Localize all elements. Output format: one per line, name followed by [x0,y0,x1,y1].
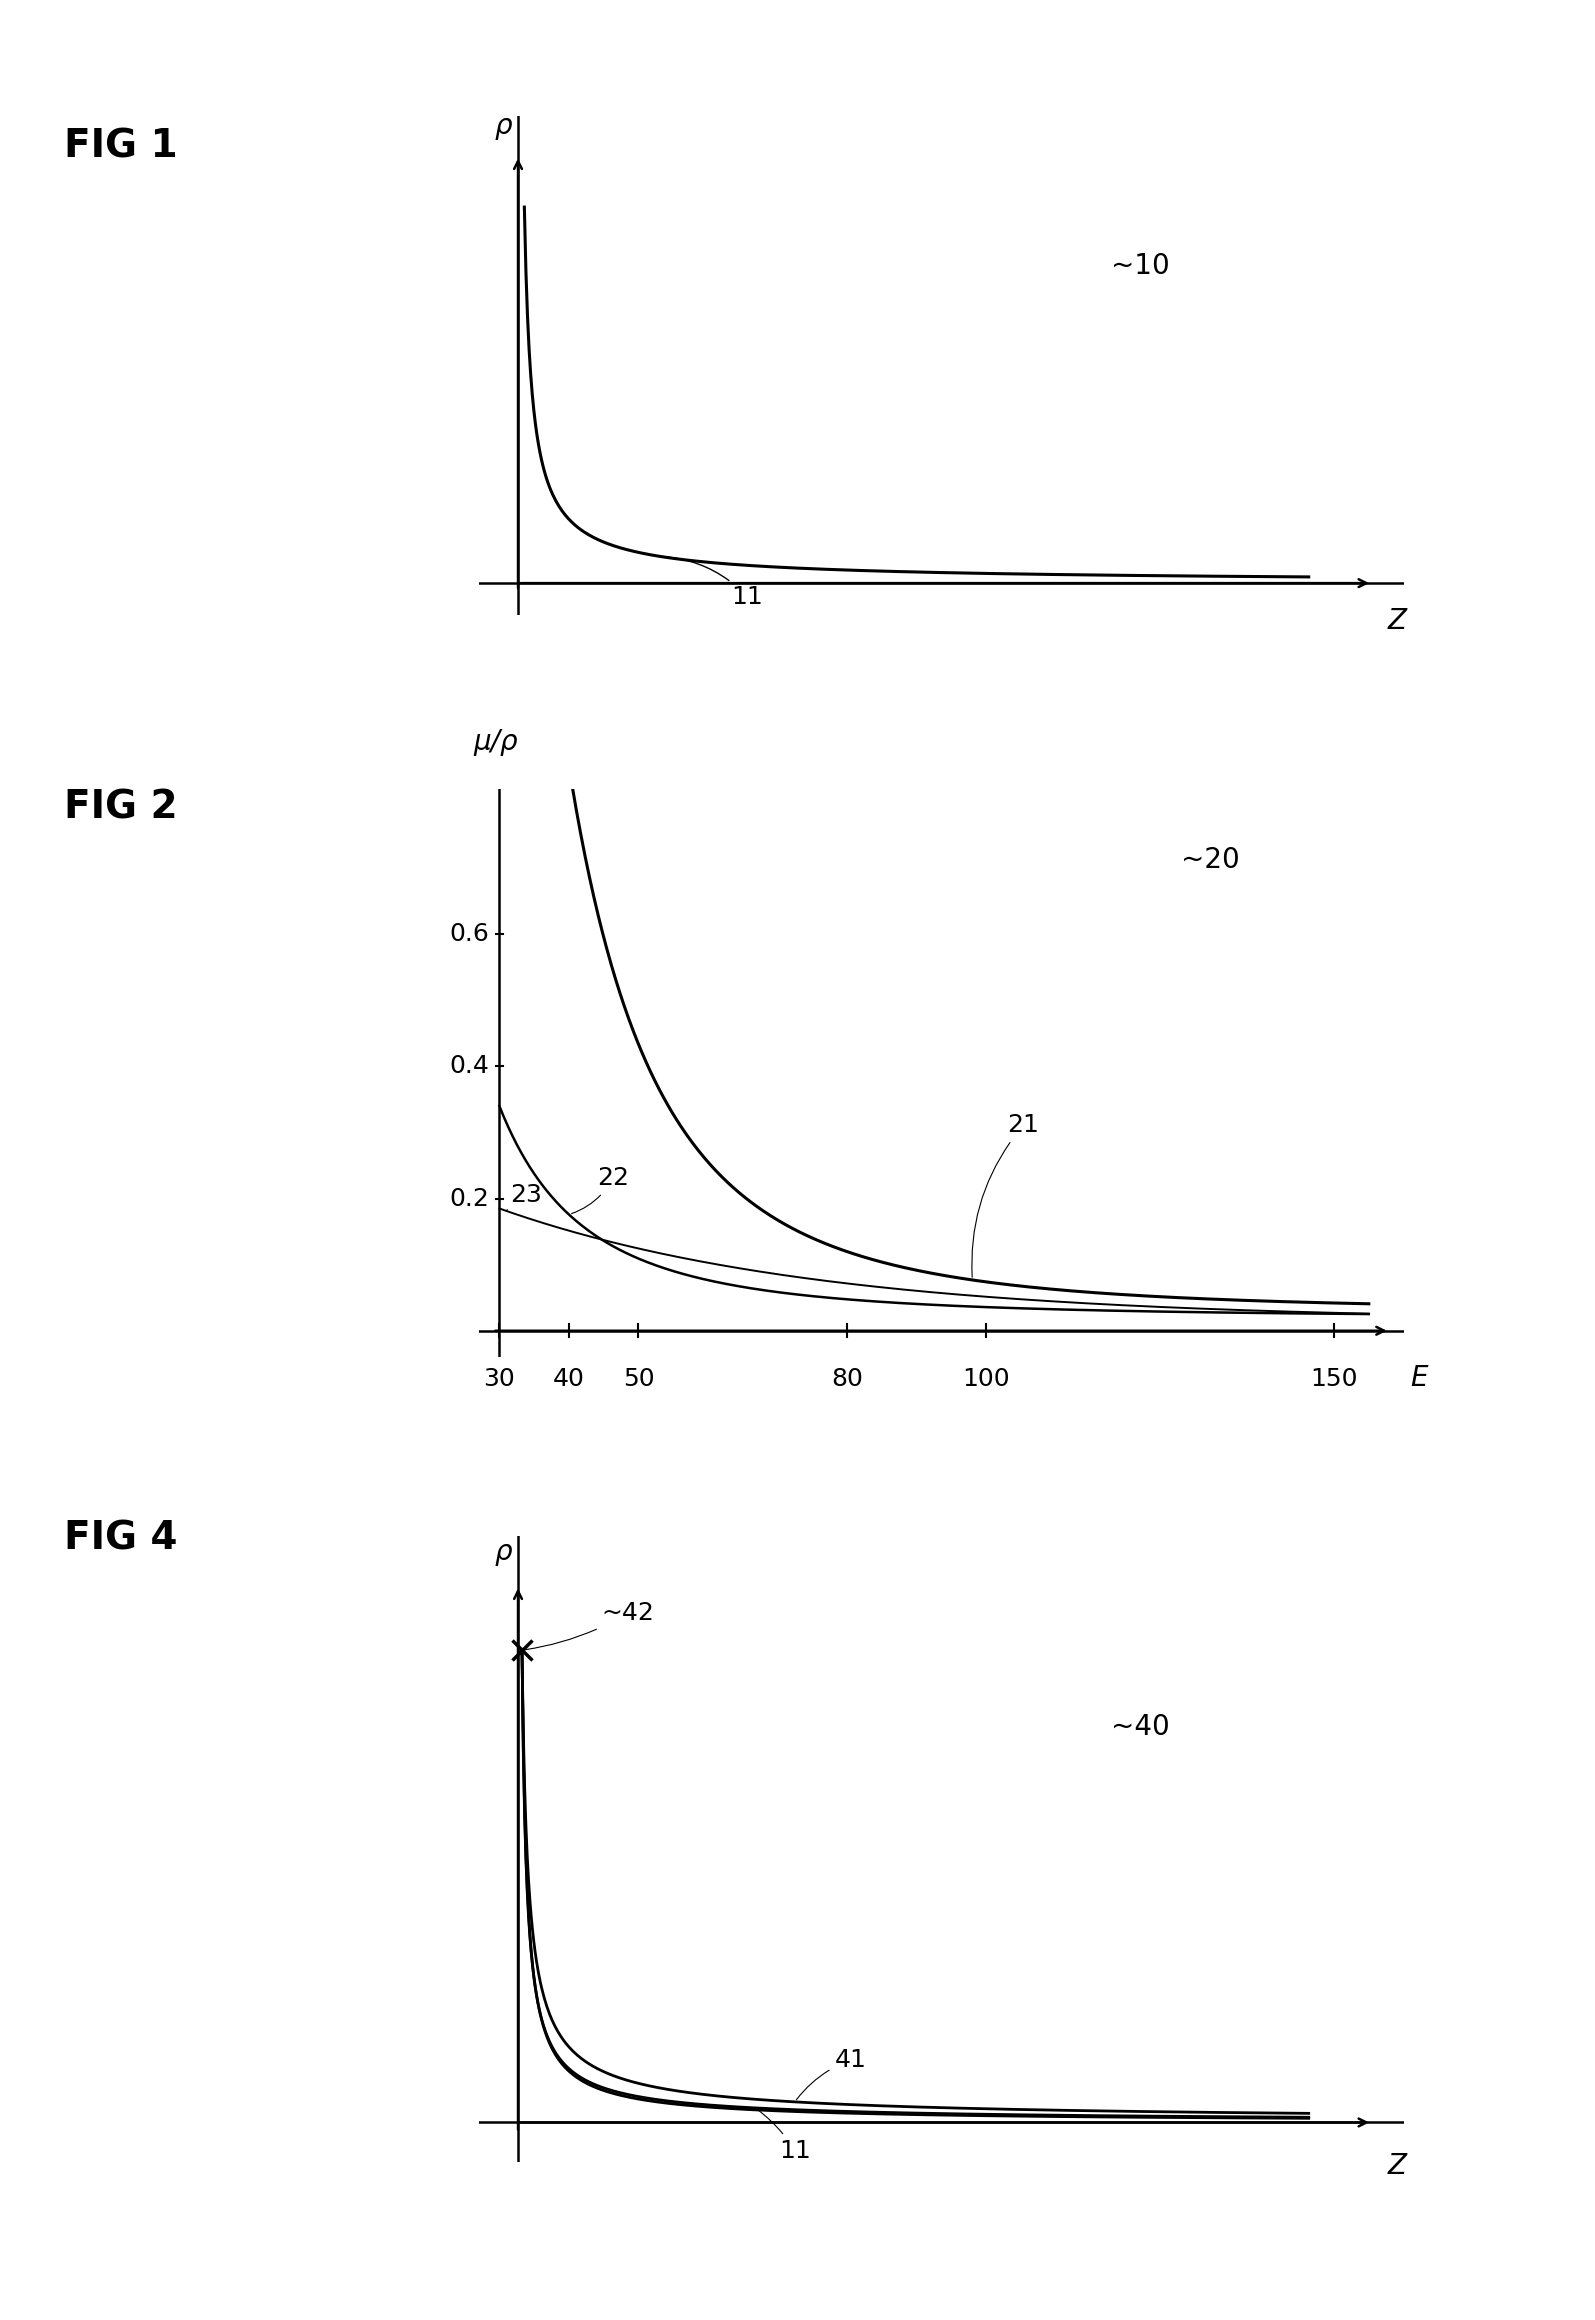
Text: 150: 150 [1311,1366,1357,1392]
Text: 11: 11 [758,2109,810,2162]
Text: 0.2: 0.2 [450,1186,490,1211]
Text: 40: 40 [553,1366,585,1392]
Text: E: E [1410,1364,1428,1392]
Text: 23: 23 [506,1183,542,1211]
Text: 30: 30 [483,1366,515,1392]
Text: FIG 4: FIG 4 [64,1520,177,1557]
Text: ~42: ~42 [525,1601,654,1650]
Text: 41: 41 [796,2049,866,2100]
Text: Z: Z [1388,608,1407,636]
Text: 21: 21 [971,1114,1038,1278]
Text: 50: 50 [622,1366,654,1392]
Text: ~20: ~20 [1180,847,1239,875]
Text: 0.4: 0.4 [450,1053,490,1079]
Text: μ/ρ: μ/ρ [474,728,518,756]
Text: 22: 22 [571,1167,628,1213]
Text: 80: 80 [831,1366,863,1392]
Text: 100: 100 [962,1366,1010,1392]
Text: ρ: ρ [494,111,512,139]
Text: 0.6: 0.6 [450,923,490,947]
Text: 11: 11 [664,557,764,608]
Text: FIG 1: FIG 1 [64,128,177,165]
Text: FIG 2: FIG 2 [64,789,177,826]
Text: ~40: ~40 [1112,1712,1169,1740]
Text: Z: Z [1388,2153,1407,2181]
Text: ~10: ~10 [1112,253,1169,281]
Text: ρ: ρ [494,1538,512,1566]
